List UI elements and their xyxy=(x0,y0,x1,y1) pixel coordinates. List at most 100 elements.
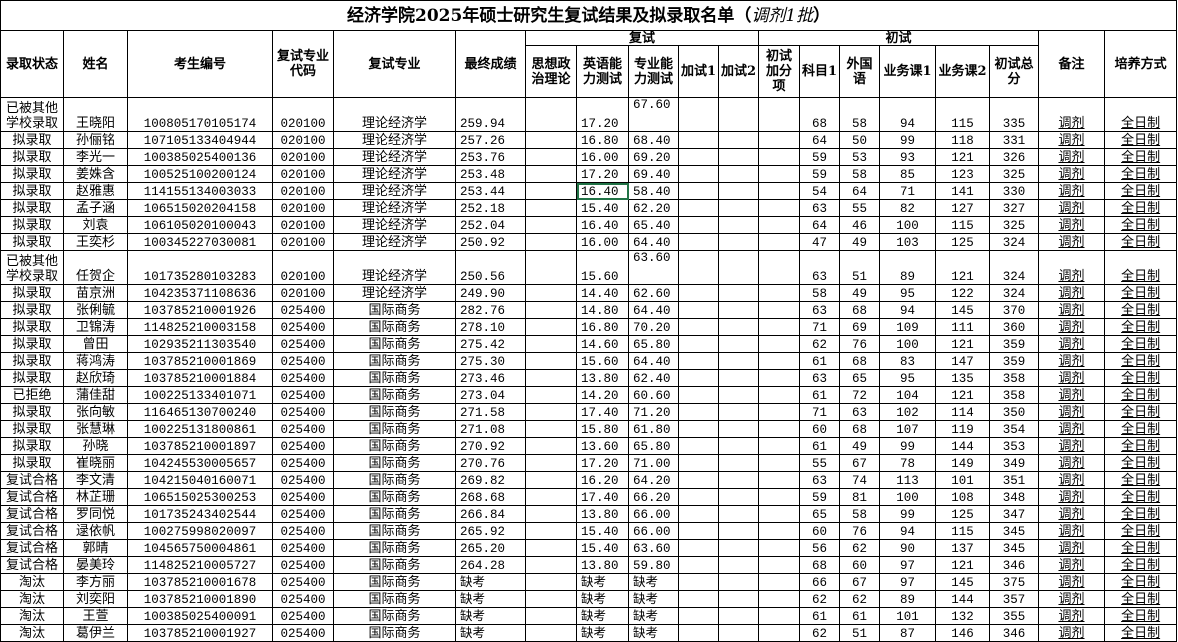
cell-note[interactable]: 调剂 xyxy=(1038,607,1105,625)
cell-foreign-language[interactable]: 63 xyxy=(839,403,880,421)
cell-course-1[interactable]: 103 xyxy=(879,233,936,251)
cell-extra-test-2[interactable] xyxy=(718,607,759,625)
cell-name[interactable]: 赵雅惠 xyxy=(63,182,128,200)
cell-subject-1[interactable]: 66 xyxy=(799,573,840,591)
cell-bonus[interactable] xyxy=(758,488,800,506)
cell-major[interactable]: 国际商务 xyxy=(333,454,456,472)
cell-foreign-language[interactable]: 69 xyxy=(839,318,880,336)
cell-subject-1[interactable]: 61 xyxy=(799,352,840,370)
cell-exam-id[interactable]: 104565750004861 xyxy=(127,539,273,557)
cell-course-1[interactable]: 87 xyxy=(879,624,936,642)
header-group-retest[interactable]: 复试 xyxy=(525,30,759,46)
cell-note[interactable]: 调剂 xyxy=(1038,131,1105,149)
cell-course-2[interactable]: 121 xyxy=(935,556,990,574)
cell-professional[interactable]: 63.60 xyxy=(628,539,679,557)
cell-course-1[interactable]: 89 xyxy=(879,590,936,608)
cell-note[interactable]: 调剂 xyxy=(1038,437,1105,455)
cell-english[interactable]: 缺考 xyxy=(576,607,629,625)
cell-subject-1[interactable]: 63 xyxy=(799,301,840,319)
cell-extra-test-1[interactable] xyxy=(678,301,719,319)
cell-extra-test-1[interactable] xyxy=(678,250,719,285)
cell-bonus[interactable] xyxy=(758,437,800,455)
cell-professional[interactable]: 64.40 xyxy=(628,233,679,251)
cell-politics[interactable] xyxy=(525,352,577,370)
cell-status[interactable]: 拟录取 xyxy=(0,335,64,353)
cell-study-mode[interactable]: 全日制 xyxy=(1103,165,1178,183)
cell-note[interactable]: 调剂 xyxy=(1038,318,1105,336)
cell-subject-1[interactable]: 55 xyxy=(799,454,840,472)
cell-subject-1[interactable]: 65 xyxy=(799,505,840,523)
cell-name[interactable]: 张慧琳 xyxy=(63,420,128,438)
cell-exam-id[interactable]: 100225133401071 xyxy=(127,386,273,404)
cell-bonus[interactable] xyxy=(758,318,800,336)
cell-initial-total[interactable]: 324 xyxy=(989,233,1039,251)
cell-extra-test-2[interactable] xyxy=(718,556,759,574)
cell-bonus[interactable] xyxy=(758,148,800,166)
cell-note[interactable]: 调剂 xyxy=(1038,284,1105,302)
cell-note[interactable]: 调剂 xyxy=(1038,573,1105,591)
header-final-score[interactable]: 最终成绩 xyxy=(455,30,526,98)
cell-foreign-language[interactable]: 68 xyxy=(839,352,880,370)
cell-study-mode[interactable]: 全日制 xyxy=(1103,131,1178,149)
cell-name[interactable]: 姜姝含 xyxy=(63,165,128,183)
cell-major-code[interactable]: 025400 xyxy=(272,437,334,455)
cell-course-2[interactable]: 141 xyxy=(935,182,990,200)
cell-status[interactable]: 淘汰 xyxy=(0,590,64,608)
cell-major[interactable]: 理论经济学 xyxy=(333,199,456,217)
cell-professional[interactable]: 66.00 xyxy=(628,522,679,540)
cell-foreign-language[interactable]: 64 xyxy=(839,182,880,200)
cell-politics[interactable] xyxy=(525,165,577,183)
cell-extra-test-1[interactable] xyxy=(678,420,719,438)
cell-subject-1[interactable]: 71 xyxy=(799,403,840,421)
cell-foreign-language[interactable]: 76 xyxy=(839,335,880,353)
cell-subject-1[interactable]: 63 xyxy=(799,250,840,285)
cell-initial-total[interactable]: 347 xyxy=(989,505,1039,523)
cell-major[interactable]: 国际商务 xyxy=(333,369,456,387)
cell-subject-1[interactable]: 62 xyxy=(799,624,840,642)
cell-status[interactable]: 拟录取 xyxy=(0,199,64,217)
header-exam-id[interactable]: 考生编号 xyxy=(127,30,273,98)
sheet-title[interactable]: 经济学院2025年硕士研究生复试结果及拟录取名单（调剂1批） xyxy=(0,0,1178,31)
cell-study-mode[interactable]: 全日制 xyxy=(1103,284,1178,302)
cell-name[interactable]: 刘奕阳 xyxy=(63,590,128,608)
cell-course-1[interactable]: 97 xyxy=(879,556,936,574)
cell-major-code[interactable]: 025400 xyxy=(272,471,334,489)
cell-major[interactable]: 国际商务 xyxy=(333,607,456,625)
cell-professional[interactable]: 62.40 xyxy=(628,369,679,387)
cell-foreign-language[interactable]: 50 xyxy=(839,131,880,149)
cell-major[interactable]: 国际商务 xyxy=(333,590,456,608)
cell-politics[interactable] xyxy=(525,505,577,523)
cell-subject-1[interactable]: 61 xyxy=(799,437,840,455)
cell-exam-id[interactable]: 114155134003033 xyxy=(127,182,273,200)
cell-exam-id[interactable]: 114825210005727 xyxy=(127,556,273,574)
cell-status[interactable]: 淘汰 xyxy=(0,607,64,625)
cell-extra-test-2[interactable] xyxy=(718,216,759,234)
cell-foreign-language[interactable]: 49 xyxy=(839,233,880,251)
cell-name[interactable]: 卫锦涛 xyxy=(63,318,128,336)
cell-foreign-language[interactable]: 53 xyxy=(839,148,880,166)
cell-initial-total[interactable]: 351 xyxy=(989,471,1039,489)
cell-note[interactable]: 调剂 xyxy=(1038,505,1105,523)
cell-status[interactable]: 拟录取 xyxy=(0,165,64,183)
cell-course-2[interactable]: 137 xyxy=(935,539,990,557)
cell-foreign-language[interactable]: 46 xyxy=(839,216,880,234)
cell-final-score[interactable]: 缺考 xyxy=(455,573,526,591)
cell-extra-test-1[interactable] xyxy=(678,335,719,353)
cell-major-code[interactable]: 020100 xyxy=(272,165,334,183)
cell-course-2[interactable]: 121 xyxy=(935,386,990,404)
cell-major[interactable]: 国际商务 xyxy=(333,505,456,523)
cell-study-mode[interactable]: 全日制 xyxy=(1103,369,1178,387)
cell-initial-total[interactable]: 349 xyxy=(989,454,1039,472)
cell-status[interactable]: 复试合格 xyxy=(0,471,64,489)
cell-english[interactable]: 16.80 xyxy=(576,131,629,149)
cell-politics[interactable] xyxy=(525,386,577,404)
cell-final-score[interactable]: 265.92 xyxy=(455,522,526,540)
cell-subject-1[interactable]: 63 xyxy=(799,471,840,489)
cell-professional[interactable]: 66.00 xyxy=(628,505,679,523)
cell-note[interactable]: 调剂 xyxy=(1038,97,1105,132)
cell-professional[interactable]: 缺考 xyxy=(628,624,679,642)
cell-exam-id[interactable]: 114825210003158 xyxy=(127,318,273,336)
cell-extra-test-1[interactable] xyxy=(678,471,719,489)
cell-major-code[interactable]: 025400 xyxy=(272,301,334,319)
cell-final-score[interactable]: 270.76 xyxy=(455,454,526,472)
